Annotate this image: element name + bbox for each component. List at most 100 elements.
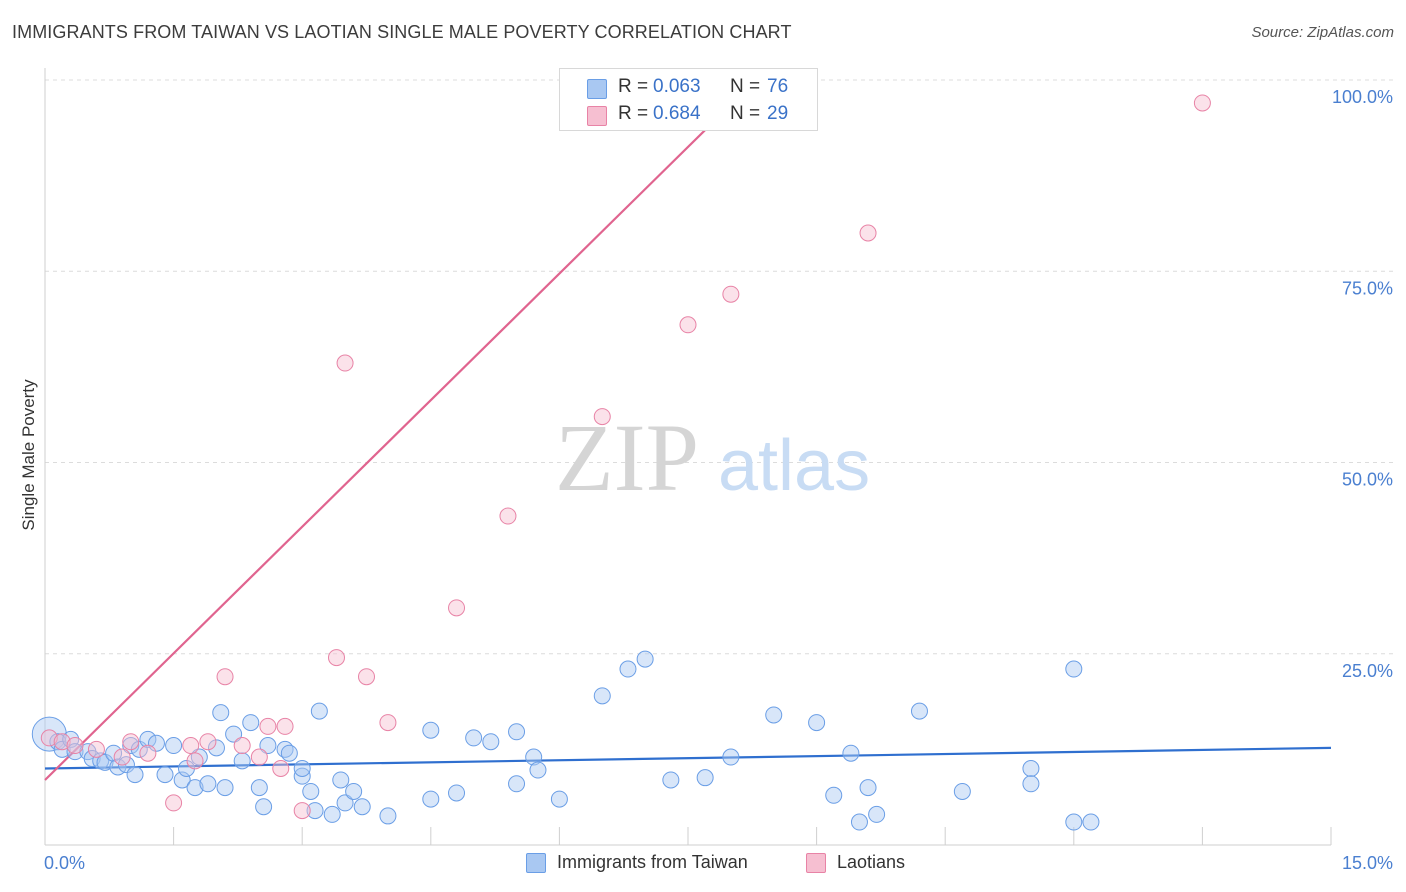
point-laotians [199, 733, 217, 751]
point-laotians [122, 733, 140, 751]
point-laotians [499, 507, 517, 525]
point-laotians [593, 408, 611, 426]
legend-n-label: N = [730, 76, 761, 97]
point-laotians [186, 752, 204, 770]
y-axis-label: Single Male Poverty [19, 379, 38, 531]
point-taiwan [529, 761, 547, 779]
point-taiwan [336, 794, 354, 812]
source-label: Source: ZipAtlas.com [1251, 24, 1394, 41]
point-taiwan [323, 805, 341, 823]
point-taiwan [259, 737, 277, 755]
point-taiwan [593, 687, 611, 705]
point-taiwan [859, 779, 877, 797]
point-taiwan [186, 779, 204, 797]
point-taiwan [842, 744, 860, 762]
data-points [31, 94, 1211, 831]
point-taiwan [619, 660, 637, 678]
point-laotians [87, 740, 105, 758]
point-taiwan [250, 779, 268, 797]
point-taiwan [280, 744, 298, 762]
y-tick-label: 25.0% [1342, 661, 1393, 681]
point-laotians [66, 737, 84, 755]
point-taiwan [696, 769, 714, 787]
y-tick-label: 100.0% [1332, 87, 1393, 107]
point-taiwan [306, 802, 324, 820]
grid-lines [45, 79, 1395, 655]
point-laotians [327, 649, 345, 667]
point-taiwan [139, 730, 157, 748]
point-taiwan [765, 706, 783, 724]
bottom-legend-label-laotians: Laotians [837, 852, 906, 872]
point-taiwan [255, 798, 273, 816]
point-laotians [276, 717, 294, 735]
point-taiwan [225, 725, 243, 743]
point-taiwan [302, 782, 320, 800]
legend-n-value: 29 [767, 103, 789, 124]
point-taiwan [1065, 660, 1083, 678]
point-taiwan [173, 771, 191, 789]
point-taiwan [525, 748, 543, 766]
point-taiwan [1082, 813, 1100, 831]
point-taiwan [165, 737, 183, 755]
y-tick-label: 75.0% [1342, 278, 1393, 298]
point-laotians [859, 224, 877, 242]
y-tick-label: 50.0% [1342, 470, 1393, 490]
x-tick-label: 15.0% [1342, 853, 1393, 873]
point-taiwan [293, 760, 311, 777]
point-taiwan [953, 782, 971, 800]
point-taiwan [465, 729, 483, 747]
point-taiwan [808, 714, 826, 732]
legend-n-label: N = [730, 103, 761, 124]
point-taiwan [448, 784, 466, 802]
axes [44, 68, 1332, 846]
stats-legend: R = 0.063 N = 76 R = 0.684 N = 29 [559, 68, 818, 131]
point-taiwan [1022, 775, 1040, 793]
point-taiwan [825, 786, 843, 804]
legend-r-value: 0.063 [653, 76, 701, 97]
bottom-legend-label-taiwan: Immigrants from Taiwan [557, 852, 748, 872]
point-taiwan [105, 744, 123, 762]
point-laotians [272, 760, 290, 777]
point-laotians [379, 714, 397, 732]
point-taiwan [216, 779, 234, 797]
point-taiwan [96, 753, 114, 771]
point-taiwan [850, 813, 868, 831]
point-taiwan [207, 739, 225, 757]
legend-r-label: R = [618, 103, 649, 124]
point-taiwan [422, 721, 440, 739]
point-taiwan [422, 790, 440, 808]
watermark: ZIP atlas [555, 404, 870, 511]
point-taiwan [49, 733, 67, 751]
point-taiwan [1065, 813, 1083, 831]
point-taiwan [1022, 760, 1040, 777]
point-taiwan [345, 782, 363, 800]
point-laotians [336, 354, 354, 372]
x-tick-label: 0.0% [44, 853, 85, 873]
point-taiwan [353, 798, 371, 816]
point-laotians [259, 717, 277, 735]
point-taiwan [212, 704, 230, 722]
point-taiwan [636, 650, 654, 668]
point-laotians [139, 744, 157, 762]
legend-swatch-taiwan [587, 79, 607, 99]
legend-n-value: 76 [767, 76, 789, 97]
point-taiwan [482, 733, 500, 751]
watermark-zip: ZIP [555, 404, 699, 511]
point-laotians [293, 802, 311, 820]
point-taiwan [126, 766, 144, 784]
point-taiwan [66, 743, 84, 761]
point-taiwan [233, 752, 251, 770]
chart-title: IMMIGRANTS FROM TAIWAN VS LAOTIAN SINGLE… [12, 22, 792, 42]
point-taiwan [379, 807, 397, 825]
point-laotians [113, 748, 131, 766]
point-laotians [182, 737, 200, 755]
trend-line-laotians [44, 79, 757, 781]
point-laotians [358, 668, 375, 686]
point-taiwan [662, 771, 680, 789]
point-laotians [679, 316, 697, 334]
watermark-atlas: atlas [718, 426, 870, 506]
point-taiwan [117, 756, 135, 774]
point-laotians [448, 599, 466, 617]
point-taiwan [868, 805, 886, 823]
